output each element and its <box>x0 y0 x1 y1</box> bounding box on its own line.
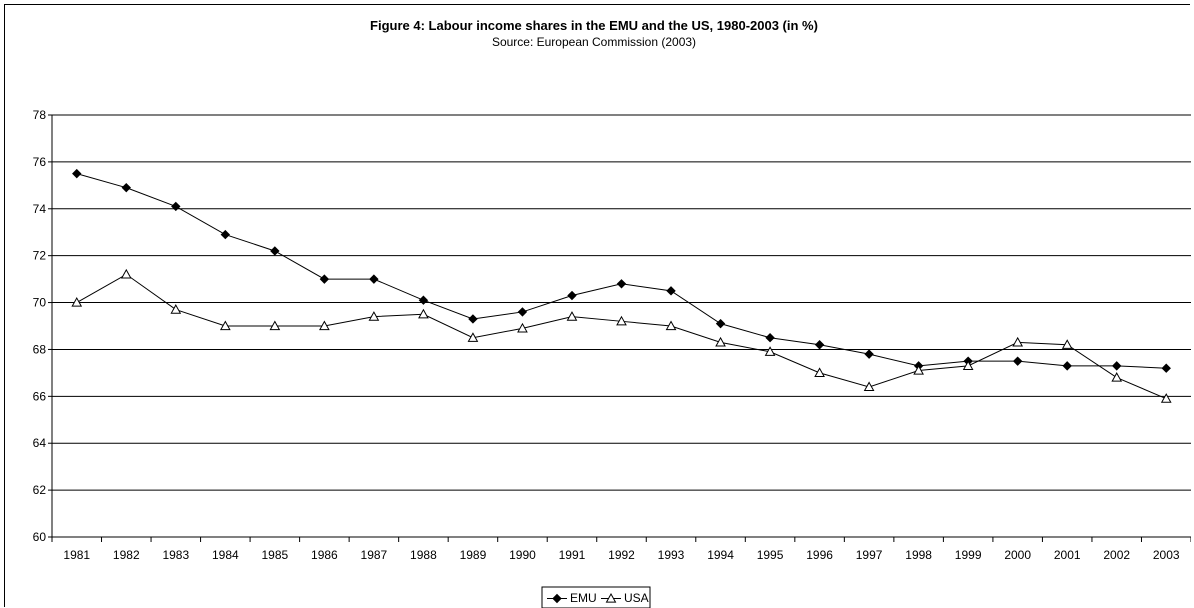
x-tick-label: 2001 <box>1054 548 1081 562</box>
data-point-usa <box>764 346 776 356</box>
data-point-usa <box>517 322 528 333</box>
x-tick-label: 1993 <box>658 548 685 562</box>
x-tick-label: 2000 <box>1004 548 1031 562</box>
x-tick-label: 1989 <box>460 548 487 562</box>
x-tick-label: 1981 <box>63 548 90 562</box>
data-point-emu <box>171 201 181 212</box>
series-line-usa <box>76 273 1167 400</box>
data-point-emu <box>369 274 379 284</box>
plot-area: 60 62 64 66 68 70 72 74 76 78 1981 1982 1983 1984 1985… <box>33 108 1191 608</box>
data-point-usa <box>170 304 182 314</box>
x-tick-label: 1985 <box>261 548 288 562</box>
data-point-emu <box>1062 361 1072 371</box>
data-point-usa <box>616 315 627 326</box>
x-tick-label: 1983 <box>162 548 189 562</box>
series-line-emu <box>76 173 1167 369</box>
data-point-emu <box>864 349 874 359</box>
data-point-usa <box>1061 339 1073 349</box>
data-point-emu <box>567 290 577 301</box>
data-point-usa <box>1012 336 1024 347</box>
y-tick-label: 70 <box>33 296 47 310</box>
legend-box <box>541 586 651 608</box>
x-tick-label: 1998 <box>905 548 932 562</box>
data-point-emu <box>1161 363 1171 373</box>
x-tick-label: 1997 <box>856 548 883 562</box>
line-chart: Figure 4: Labour income shares in the EM… <box>33 18 1191 608</box>
x-tick-label: 1982 <box>113 548 140 562</box>
y-tick-label: 66 <box>33 389 47 403</box>
chart-subtitle: Source: European Commission (2003) <box>492 35 696 49</box>
data-point-usa <box>418 308 429 319</box>
data-point-usa <box>913 365 924 375</box>
y-tick-label: 74 <box>33 202 47 216</box>
data-point-usa <box>219 320 231 331</box>
y-tick-label: 62 <box>33 483 47 497</box>
data-point-usa <box>120 268 132 279</box>
x-tick-label: 1994 <box>707 548 734 562</box>
data-point-usa <box>467 332 479 342</box>
data-point-emu <box>1112 361 1122 371</box>
y-tick-label: 76 <box>33 155 47 169</box>
data-point-usa <box>863 381 875 392</box>
x-tick-label: 1991 <box>559 548 586 562</box>
data-point-emu <box>121 182 131 193</box>
y-tick-label: 64 <box>33 436 47 450</box>
data-point-usa <box>1111 372 1123 382</box>
data-point-emu <box>468 314 478 324</box>
data-point-emu <box>517 307 528 317</box>
chart-frame: Figure 4: Labour income shares in the EM… <box>4 4 1191 608</box>
y-tick-label: 78 <box>33 108 47 122</box>
data-point-emu <box>666 286 676 296</box>
data-point-emu <box>814 340 825 350</box>
data-point-emu <box>1012 356 1023 366</box>
data-point-emu <box>715 318 726 329</box>
x-tick-label: 1988 <box>410 548 437 562</box>
legend-marker-usa <box>605 592 617 603</box>
data-point-usa <box>1160 393 1172 403</box>
legend-marker-emu <box>552 593 562 604</box>
x-tick-label: 1987 <box>361 548 388 562</box>
x-tick-label: 1984 <box>212 548 239 562</box>
x-tick-label: 2003 <box>1153 548 1180 562</box>
y-tick-label: 68 <box>33 342 47 356</box>
data-point-usa <box>71 297 83 307</box>
data-point-usa <box>665 320 677 331</box>
y-tick-label: 72 <box>33 249 47 263</box>
data-point-emu <box>319 274 330 284</box>
data-point-emu <box>418 295 429 305</box>
data-point-usa <box>368 311 380 321</box>
x-tick-label: 2002 <box>1103 548 1130 562</box>
x-tick-label: 1995 <box>757 548 784 562</box>
data-point-emu <box>616 279 627 289</box>
legend-label-usa: USA <box>624 591 649 605</box>
x-tick-label: 1990 <box>509 548 536 562</box>
x-tick-label: 1992 <box>608 548 635 562</box>
data-point-usa <box>715 336 726 347</box>
chart-title: Figure 4: Labour income shares in the EM… <box>370 18 818 33</box>
x-tick-label: 1999 <box>955 548 982 562</box>
data-point-usa <box>319 320 330 331</box>
legend-label-emu: EMU <box>570 591 597 605</box>
data-point-usa <box>962 360 974 370</box>
data-point-usa <box>566 311 578 321</box>
x-tick-label: 1996 <box>806 548 833 562</box>
data-point-emu <box>72 168 82 179</box>
data-point-emu <box>270 246 280 256</box>
y-tick-label: 60 <box>33 530 47 544</box>
data-point-emu <box>765 333 775 343</box>
data-point-usa <box>814 367 825 377</box>
data-point-usa <box>269 320 281 331</box>
data-point-emu <box>220 229 231 240</box>
x-tick-label: 1986 <box>311 548 338 562</box>
